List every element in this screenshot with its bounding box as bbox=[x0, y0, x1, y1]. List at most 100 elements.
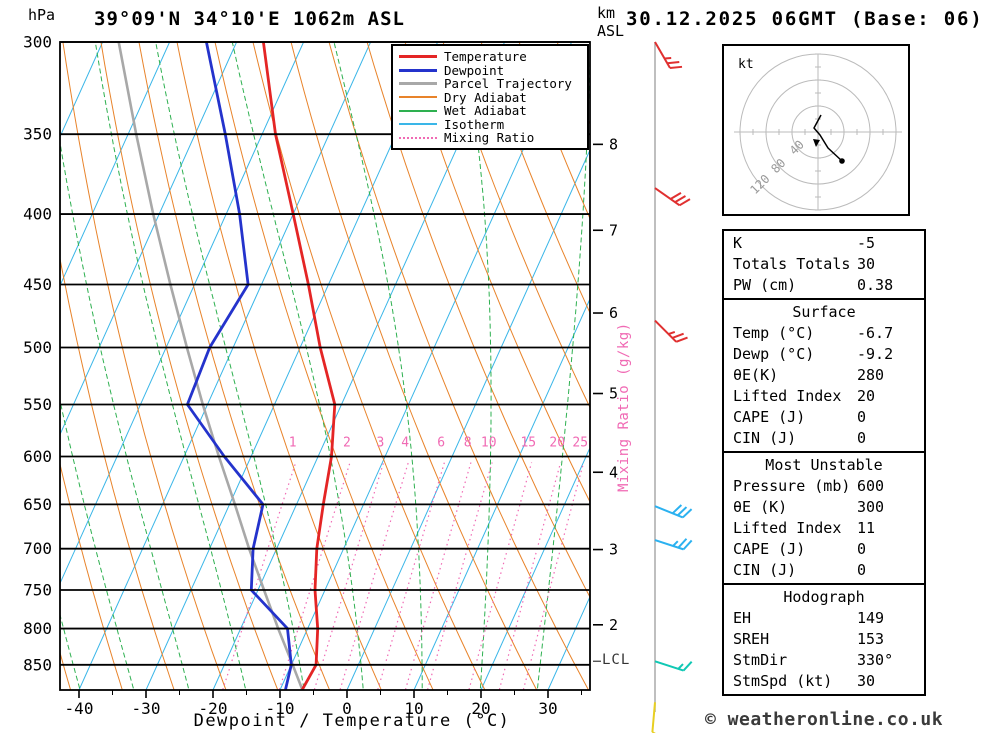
legend-swatch bbox=[399, 123, 437, 125]
stat-label: CAPE (J) bbox=[733, 408, 806, 426]
svg-text:800: 800 bbox=[23, 619, 52, 638]
mixing-ratio-lines bbox=[222, 462, 585, 690]
legend-label: Wet Adiabat bbox=[444, 103, 527, 118]
stat-value: 0.38 bbox=[857, 276, 894, 294]
stat-label: CAPE (J) bbox=[733, 540, 806, 558]
stat-row: K -5 bbox=[724, 233, 924, 254]
wind-barb bbox=[654, 660, 693, 672]
datetime-label: 30.12.2025 06GMT (Base: 06) bbox=[626, 8, 984, 30]
svg-text:20: 20 bbox=[549, 436, 565, 451]
lcl-label: LCL bbox=[602, 652, 631, 668]
mixing-ratio-value-labels: 1 2 3 4 6 8 10 15 20 25 bbox=[289, 436, 588, 451]
stat-row: CIN (J) 0 bbox=[724, 428, 924, 449]
stat-value: 300 bbox=[857, 498, 885, 516]
legend-label: Dewpoint bbox=[444, 62, 505, 78]
svg-text:40: 40 bbox=[787, 137, 807, 157]
stat-label: θE (K) bbox=[733, 498, 788, 516]
legend-item: Wet Adiabat bbox=[399, 104, 581, 117]
stats-section: Most Unstable Pressure (mb) 600 θE (K) 300 Li… bbox=[722, 451, 926, 585]
stat-label: PW (cm) bbox=[733, 276, 797, 294]
stat-section-header: Surface bbox=[792, 303, 856, 321]
svg-text:6: 6 bbox=[437, 436, 445, 451]
mixing-ratio-axis-label: Mixing Ratio (g/kg) bbox=[616, 322, 632, 492]
svg-text:25: 25 bbox=[572, 436, 588, 451]
stats-section: Hodograph EH 149 SREH 153 StmDir 330° StmSpd (k… bbox=[722, 583, 926, 696]
stat-value: -6.7 bbox=[857, 324, 894, 342]
legend-item: Parcel Trajectory bbox=[399, 77, 581, 90]
svg-text:-40: -40 bbox=[65, 699, 94, 718]
svg-text:30: 30 bbox=[538, 699, 557, 718]
svg-text:650: 650 bbox=[23, 495, 52, 514]
wind-barb bbox=[654, 504, 693, 519]
plot-area bbox=[60, 42, 590, 690]
legend-swatch bbox=[399, 109, 437, 112]
stat-row: CAPE (J) 0 bbox=[724, 539, 924, 560]
stat-value: 280 bbox=[857, 366, 885, 384]
stat-value: 0 bbox=[857, 429, 867, 447]
stat-row: EH 149 bbox=[724, 608, 924, 629]
wind-barb bbox=[654, 319, 688, 343]
pressure-axis-unit: hPa bbox=[28, 6, 56, 24]
svg-text:3: 3 bbox=[609, 541, 618, 559]
legend-swatch bbox=[399, 136, 437, 139]
legend-label: Dry Adiabat bbox=[444, 89, 527, 105]
stat-label: EH bbox=[733, 609, 752, 627]
plot-frame bbox=[59, 41, 591, 691]
stat-row: PW (cm) 0.38 bbox=[724, 275, 924, 296]
stat-row: Pressure (mb) 600 bbox=[724, 476, 924, 497]
legend-swatch bbox=[399, 82, 437, 85]
stat-value: 11 bbox=[857, 519, 876, 537]
stat-row: Lifted Index 11 bbox=[724, 518, 924, 539]
stat-row: Temp (°C) -6.7 bbox=[724, 323, 924, 344]
stat-row: CAPE (J) 0 bbox=[724, 407, 924, 428]
stats-section: K -5 Totals Totals 30 PW (cm) 0.38 bbox=[722, 229, 926, 300]
stat-row: StmDir 330° bbox=[724, 650, 924, 671]
legend-item: Temperature bbox=[399, 50, 581, 63]
copyright: © weatheronline.co.uk bbox=[705, 709, 944, 730]
stat-label: Pressure (mb) bbox=[733, 477, 851, 495]
svg-text:300: 300 bbox=[23, 33, 52, 52]
stat-value: -9.2 bbox=[857, 345, 894, 363]
stat-label: Dewp (°C) bbox=[733, 345, 815, 363]
legend-item: Isotherm bbox=[399, 118, 581, 131]
stat-label: Lifted Index bbox=[733, 387, 842, 405]
svg-text:1: 1 bbox=[289, 436, 297, 451]
svg-text:10: 10 bbox=[481, 436, 497, 451]
svg-text:-30: -30 bbox=[132, 699, 161, 718]
stat-section-header: Hodograph bbox=[783, 588, 865, 606]
svg-text:6: 6 bbox=[609, 304, 618, 322]
svg-text:350: 350 bbox=[23, 125, 52, 144]
stat-value: 30 bbox=[857, 255, 876, 273]
stat-row: SREH 153 bbox=[724, 629, 924, 650]
legend-label: Parcel Trajectory bbox=[444, 76, 572, 91]
stat-row: Dewp (°C) -9.2 bbox=[724, 344, 924, 365]
stat-value: 330° bbox=[857, 651, 894, 669]
svg-text:2: 2 bbox=[343, 436, 351, 451]
altitude-axis-unit-km: km bbox=[597, 4, 616, 22]
stat-row: StmSpd (kt) 30 bbox=[724, 671, 924, 692]
wet-adiabat-lines bbox=[60, 42, 590, 689]
svg-text:-10: -10 bbox=[266, 699, 295, 718]
svg-text:850: 850 bbox=[23, 655, 52, 674]
stat-value: 0 bbox=[857, 561, 867, 579]
svg-text:700: 700 bbox=[23, 539, 52, 558]
stat-row: Totals Totals 30 bbox=[724, 254, 924, 275]
stat-value: -5 bbox=[857, 234, 876, 252]
stat-value: 0 bbox=[857, 540, 867, 558]
svg-text:4: 4 bbox=[609, 463, 618, 481]
stat-value: 153 bbox=[857, 630, 885, 648]
svg-text:600: 600 bbox=[23, 447, 52, 466]
stat-row: θE(K) 280 bbox=[724, 365, 924, 386]
pressure-axis-labels: 300 350 400 450 500 550 600 650 700 750 800 850 bbox=[23, 33, 52, 675]
legend-label: Mixing Ratio bbox=[444, 130, 535, 145]
x-axis-title: Dewpoint / Temperature (°C) bbox=[193, 711, 511, 731]
temperature-axis: -40 -30 -20 -10 0 10 20 30 bbox=[65, 690, 582, 718]
page-title: 39°09'N 34°10'E 1062m ASL bbox=[94, 8, 405, 30]
svg-text:-20: -20 bbox=[199, 699, 228, 718]
legend-swatch bbox=[399, 68, 437, 72]
svg-text:550: 550 bbox=[23, 395, 52, 414]
wind-barb bbox=[651, 702, 664, 733]
